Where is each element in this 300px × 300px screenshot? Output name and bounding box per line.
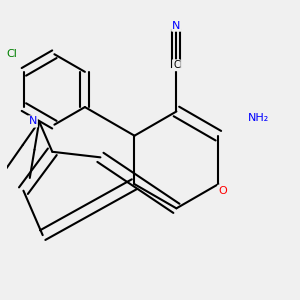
Text: N: N <box>28 116 37 127</box>
Text: O: O <box>218 186 227 196</box>
Text: Cl: Cl <box>6 49 17 59</box>
Text: C: C <box>173 60 180 70</box>
Text: N: N <box>172 21 181 31</box>
Text: NH₂: NH₂ <box>248 113 269 123</box>
